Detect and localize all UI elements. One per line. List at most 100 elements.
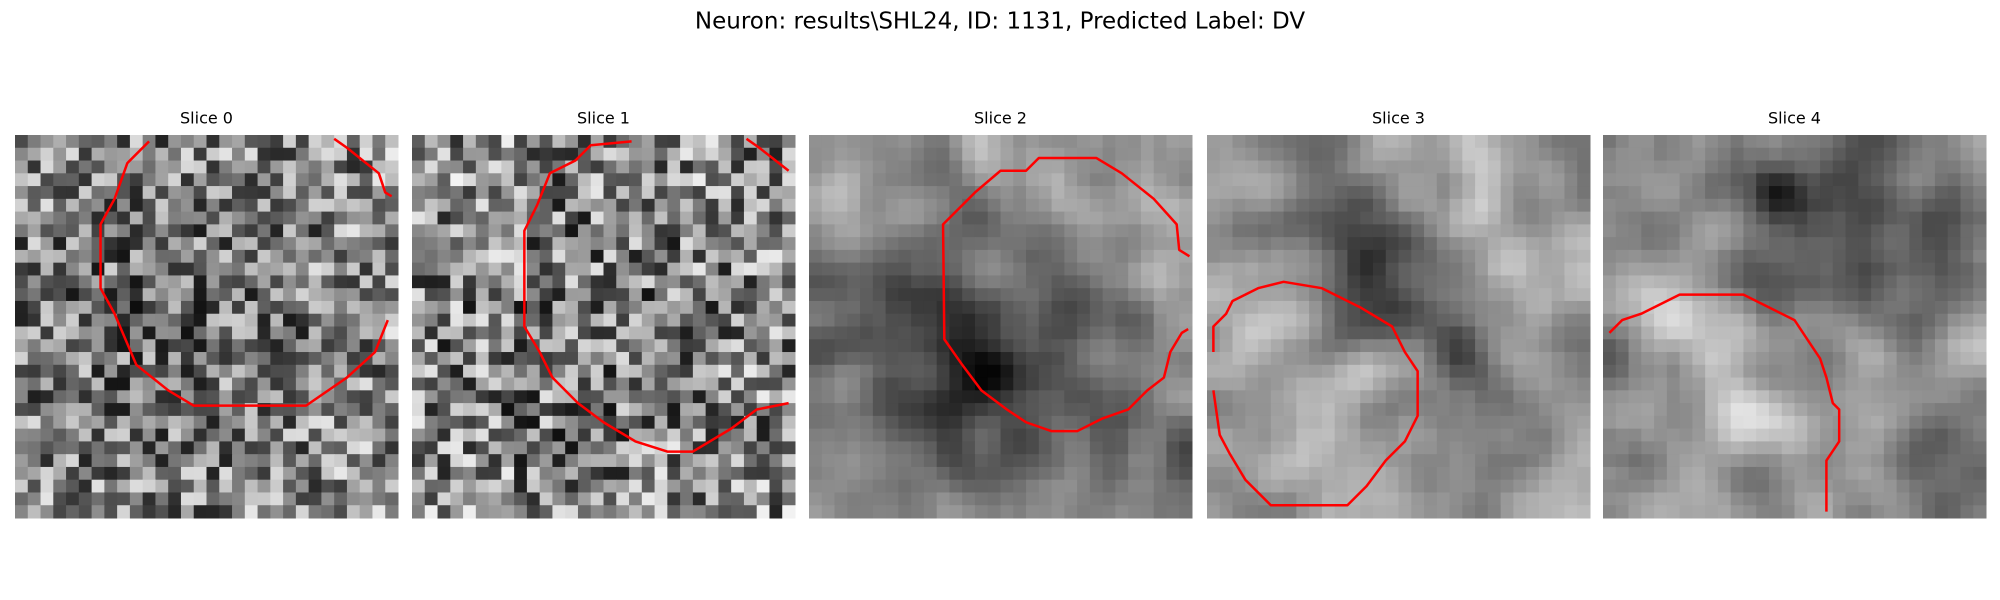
pixel xyxy=(180,415,195,430)
pixel xyxy=(257,300,271,315)
pixel xyxy=(756,224,770,238)
pixel xyxy=(1513,466,1527,481)
pixel xyxy=(283,211,297,225)
pixel xyxy=(1000,237,1014,251)
pixel xyxy=(1730,352,1744,366)
pixel xyxy=(1654,505,1668,519)
pixel xyxy=(1628,249,1642,264)
pixel xyxy=(180,275,195,289)
pixel xyxy=(1679,237,1693,251)
pixel xyxy=(1743,135,1757,149)
pixel xyxy=(334,275,348,289)
pixel xyxy=(1128,147,1142,162)
pixel xyxy=(923,262,938,276)
pixel xyxy=(1360,505,1374,519)
pixel xyxy=(244,352,259,366)
pixel xyxy=(1896,326,1910,340)
pixel xyxy=(1013,237,1027,251)
pixel xyxy=(424,224,439,238)
pixel xyxy=(974,403,989,417)
pixel xyxy=(1309,173,1323,187)
pixel xyxy=(1883,377,1898,391)
pixel xyxy=(1743,364,1757,379)
pixel xyxy=(654,198,668,213)
pixel xyxy=(1500,262,1514,276)
pixel xyxy=(78,173,93,187)
pixel xyxy=(1038,160,1053,174)
pixel xyxy=(1462,147,1476,162)
pixel xyxy=(155,326,169,340)
pixel xyxy=(1666,505,1681,519)
pixel xyxy=(1360,147,1374,162)
pixel xyxy=(577,505,592,519)
pixel xyxy=(718,211,732,225)
pixel xyxy=(603,288,617,302)
pixel xyxy=(1475,352,1489,366)
pixel xyxy=(1628,288,1642,302)
pixel xyxy=(180,262,195,276)
pixel xyxy=(847,403,861,417)
pixel xyxy=(1654,326,1668,340)
pixel xyxy=(1705,135,1719,149)
pixel xyxy=(1153,466,1167,481)
pixel xyxy=(53,249,67,264)
pixel xyxy=(872,339,887,353)
pixel xyxy=(450,288,464,302)
pixel xyxy=(539,275,553,289)
pixel xyxy=(1896,173,1910,187)
pixel xyxy=(193,249,207,264)
pixel xyxy=(590,352,604,366)
pixel xyxy=(629,505,643,519)
pixel xyxy=(385,377,399,391)
pixel xyxy=(1424,288,1438,302)
pixel xyxy=(860,454,874,468)
pixel xyxy=(283,313,297,327)
pixel xyxy=(155,249,169,264)
pixel xyxy=(334,249,348,264)
pixel xyxy=(270,262,284,276)
pixel xyxy=(15,147,29,162)
pixel xyxy=(1424,135,1438,149)
pixel xyxy=(1115,364,1129,379)
pixel xyxy=(437,428,451,442)
pixel xyxy=(629,377,643,391)
pixel xyxy=(168,352,182,366)
pixel xyxy=(334,364,348,379)
pixel xyxy=(1462,454,1476,468)
pixel xyxy=(692,237,707,251)
pixel xyxy=(680,262,694,276)
pixel xyxy=(590,249,604,264)
pixel xyxy=(1347,262,1361,276)
pixel xyxy=(1513,492,1527,506)
pixel xyxy=(1820,249,1834,264)
pixel xyxy=(1934,198,1949,213)
pixel xyxy=(142,377,156,391)
pixel xyxy=(1909,390,1923,404)
pixel xyxy=(1296,326,1310,340)
pixel xyxy=(1424,377,1438,391)
pixel xyxy=(834,492,848,506)
pixel xyxy=(1013,313,1027,327)
pixel xyxy=(847,275,861,289)
pixel xyxy=(1845,390,1859,404)
pixel xyxy=(142,313,156,327)
pixel xyxy=(577,479,592,493)
pixel xyxy=(117,466,131,481)
pixel xyxy=(219,339,233,353)
pixel xyxy=(616,147,630,162)
pixel xyxy=(1000,415,1014,430)
pixel xyxy=(1153,249,1167,264)
pixel xyxy=(1258,237,1272,251)
pixel xyxy=(769,390,783,404)
pixel xyxy=(1449,186,1463,200)
pixel xyxy=(1960,135,1974,149)
pixel xyxy=(1436,364,1451,379)
pixel xyxy=(412,160,426,174)
pixel xyxy=(1089,339,1104,353)
pixel xyxy=(1398,505,1412,519)
pixel xyxy=(232,147,246,162)
pixel xyxy=(565,135,579,149)
pixel xyxy=(1756,300,1770,315)
pixel xyxy=(552,403,566,417)
pixel xyxy=(847,377,861,391)
